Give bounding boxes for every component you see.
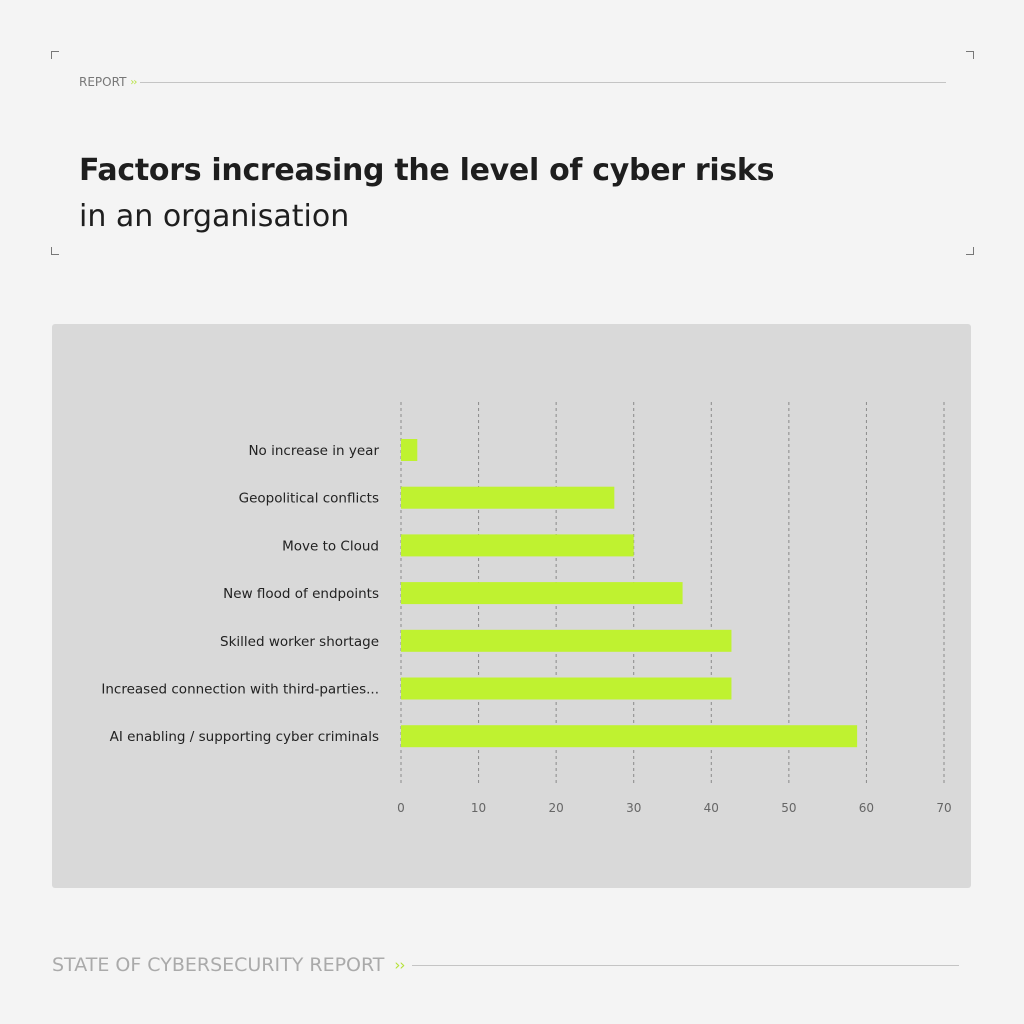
x-tick-label: 10 [471, 801, 486, 815]
x-tick-label: 40 [704, 801, 719, 815]
category-label: New flood of endpoints [223, 586, 379, 602]
footer: STATE OF CYBERSECURITY REPORT ›› [52, 954, 959, 976]
bar [401, 725, 858, 748]
x-tick-label: 50 [781, 801, 796, 815]
bar [401, 486, 615, 509]
corner-mark [966, 51, 974, 59]
corner-mark [966, 247, 974, 255]
bar [401, 439, 418, 461]
x-tick-label: 0 [397, 801, 405, 815]
bar [401, 582, 683, 605]
chevron-icon: ›› [130, 76, 137, 88]
chart-panel [52, 324, 971, 888]
category-label: Increased connection with third-parties.… [101, 682, 379, 698]
x-tick-label: 30 [626, 801, 641, 815]
title-light: in an organisation [79, 199, 350, 234]
divider [412, 964, 959, 966]
footer-label: STATE OF CYBERSECURITY REPORT [52, 954, 385, 976]
category-label: Skilled worker shortage [220, 634, 379, 650]
corner-mark [51, 247, 59, 255]
kicker-label: REPORT [79, 75, 127, 89]
category-label: AI enabling / supporting cyber criminals [110, 729, 379, 745]
title-bold: Factors increasing the level of cyber ri… [79, 153, 775, 188]
bar [401, 629, 732, 652]
report-kicker: REPORT ›› [79, 75, 946, 89]
chevron-icon: ›› [394, 956, 405, 974]
category-label: No increase in year [248, 443, 379, 459]
x-tick-label: 60 [859, 801, 874, 815]
bar [401, 677, 732, 700]
corner-mark [51, 51, 59, 59]
bar [401, 534, 634, 557]
page-title: Factors increasing the level of cyber ri… [79, 148, 774, 240]
x-tick-label: 70 [936, 801, 951, 815]
category-label: Geopolitical conflicts [239, 491, 379, 507]
x-tick-label: 20 [549, 801, 564, 815]
divider [140, 81, 946, 83]
category-label: Move to Cloud [282, 538, 379, 554]
